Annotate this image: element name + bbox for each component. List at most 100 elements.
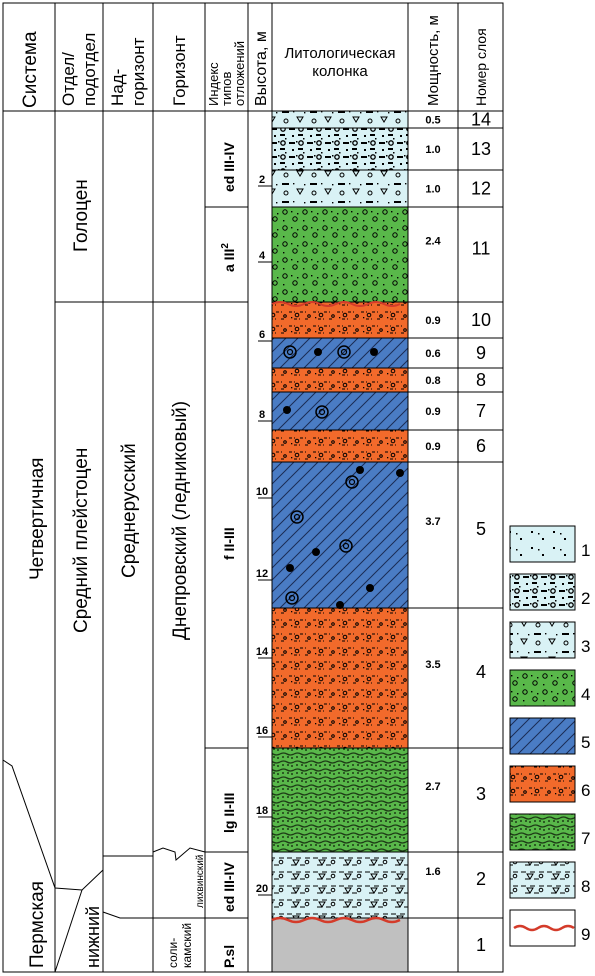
height-tick-14: 14 xyxy=(256,646,269,658)
layer-3-number: 3 xyxy=(476,784,486,804)
header-index-1: Индекс xyxy=(206,62,221,106)
nodule-symbol xyxy=(314,348,322,356)
header-superhorizon-2: горизонт xyxy=(129,37,148,106)
layer-4-number: 4 xyxy=(476,662,486,682)
height-tick-12: 12 xyxy=(256,568,268,580)
layer-11-fill xyxy=(271,206,409,303)
division-lower-label: нижний xyxy=(83,906,103,968)
layer-12-fill xyxy=(271,169,409,208)
nodule-symbol xyxy=(370,348,378,356)
nodule-symbol xyxy=(286,564,294,572)
layer-5-fill xyxy=(271,461,409,609)
gastropod-symbol xyxy=(315,405,329,419)
legend-swatch-3 xyxy=(509,621,576,659)
index-f-ii-iii: f II-III xyxy=(221,527,237,560)
legend-label-4: 4 xyxy=(581,685,590,704)
header-height: Высота, м xyxy=(253,31,270,106)
gastropod-symbol xyxy=(290,510,304,524)
layer-9-thickness: 0.6 xyxy=(425,348,440,360)
layer-13-thickness: 1.0 xyxy=(425,144,440,156)
gastropod-symbol-core xyxy=(318,408,326,416)
gastropod-symbol xyxy=(337,345,351,359)
legend-swatch-9 xyxy=(509,909,576,947)
layer-12-thickness: 1.0 xyxy=(425,184,440,196)
legend-label-5: 5 xyxy=(581,733,590,752)
horizon-likhvin-label: лихвинский xyxy=(195,855,206,908)
layer-7-number: 7 xyxy=(476,401,486,421)
superhorizon-label: Среднерусский xyxy=(119,443,140,578)
layer-2-number: 2 xyxy=(476,869,486,889)
horizon-solikamsk-label-2: камский xyxy=(180,923,194,968)
table-frame xyxy=(2,2,504,973)
header-index-2: типов xyxy=(219,72,234,106)
erosion-contact-line xyxy=(271,916,401,924)
layer-2-thickness: 1.6 xyxy=(425,866,440,878)
nodule-symbol xyxy=(312,548,320,556)
layer-9-fill xyxy=(271,337,409,369)
layer-4-thickness: 3.5 xyxy=(425,659,440,671)
layer-7-fill xyxy=(271,391,409,431)
nodule-symbol xyxy=(366,584,374,592)
legend-label-8: 8 xyxy=(581,877,590,896)
layer-5-number: 5 xyxy=(476,519,486,539)
index-column: ed III-IV a III2 f II-III lg II-III ed I… xyxy=(220,142,237,968)
layer-3-fill xyxy=(271,747,409,853)
system-boundary-zigzag xyxy=(2,759,206,973)
index-p-sl: P.sl xyxy=(221,945,237,968)
nodule-symbol xyxy=(283,406,291,414)
layer-8-fill xyxy=(271,367,409,393)
header-horizon: Горизонт xyxy=(170,35,189,106)
gastropod-symbol xyxy=(345,475,359,489)
gastropod-symbol-core xyxy=(342,542,350,550)
layer-13-fill xyxy=(271,127,409,171)
legend-label-7: 7 xyxy=(581,829,590,848)
layer-8-thickness: 0.8 xyxy=(425,375,440,387)
index-ed-lower: ed III-IV xyxy=(221,862,237,912)
height-tick-8: 8 xyxy=(259,409,265,421)
index-ed-upper: ed III-IV xyxy=(221,142,237,192)
legend-label-6: 6 xyxy=(581,781,590,800)
header-column-1: Литологическая xyxy=(284,45,395,62)
index-a-iii: a III2 xyxy=(220,243,237,272)
height-tick-6: 6 xyxy=(259,329,265,341)
gastropod-symbol xyxy=(285,591,299,605)
layer-11-number: 11 xyxy=(472,239,491,259)
layer-10-thickness: 0.9 xyxy=(425,315,440,327)
gastropod-symbol-core xyxy=(348,478,356,486)
layer-1-number: 1 xyxy=(476,935,486,955)
layer-4-fill xyxy=(271,607,409,749)
horizon-dnieper-label: Днепровский (ледниковый) xyxy=(170,401,191,640)
header-division-2: подотдел xyxy=(80,33,99,106)
gastropod-symbol xyxy=(339,539,353,553)
legend-label-9: 9 xyxy=(581,925,590,944)
gastropod-symbol xyxy=(283,345,297,359)
legend-swatch-7 xyxy=(509,813,576,851)
legend-label-3: 3 xyxy=(581,637,590,656)
header-layer-no: Номер слоя xyxy=(473,28,489,106)
height-tick-16: 16 xyxy=(256,725,268,737)
layer-labels: 0.5 141.0 131.0 122.4 110.9 100.6 90.8 80.9 70.9… xyxy=(425,110,491,956)
layer-2-fill xyxy=(271,851,409,919)
gastropod-symbol-core xyxy=(286,348,294,356)
header-row: Система Отдел/ подотдел Над- горизонт Го… xyxy=(20,15,489,108)
layer-1-fill xyxy=(271,917,409,973)
gastropod-symbol-core xyxy=(288,594,296,602)
layer-3-thickness: 2.7 xyxy=(425,781,440,793)
height-tick-20: 20 xyxy=(256,883,268,895)
gastropod-symbol-core xyxy=(293,513,301,521)
layer-6-fill xyxy=(271,429,409,463)
legend-swatch-4 xyxy=(509,669,576,707)
layer-11-thickness: 2.4 xyxy=(425,236,441,248)
division-middle-pleistocene-label: Средний плейстоцен xyxy=(71,448,92,633)
system-permian-label: Пермская xyxy=(27,881,48,968)
layer-5-thickness: 3.7 xyxy=(425,516,440,528)
legend-contact-line xyxy=(513,924,575,932)
lithological-column xyxy=(271,110,409,973)
layer-14-thickness: 0.5 xyxy=(425,115,440,127)
legend-label-2: 2 xyxy=(581,589,590,608)
layer-10-number: 10 xyxy=(471,310,491,330)
layer-14-fill xyxy=(271,110,409,129)
index-lg-ii-iii: lg II-III xyxy=(221,793,237,833)
height-tick-4: 4 xyxy=(259,250,266,262)
